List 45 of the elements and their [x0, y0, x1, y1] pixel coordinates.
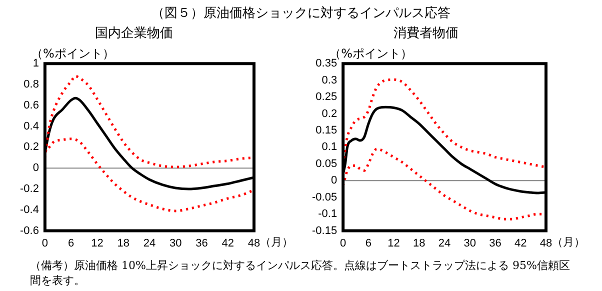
x-tick-label: 30: [169, 237, 182, 250]
x-tick-label: 24: [143, 237, 156, 250]
y-tick-label: -0.4: [20, 204, 39, 216]
y-tick-label: 0.3: [322, 74, 338, 86]
y-tick-label: -0.2: [20, 183, 39, 196]
x-tick-label: 36: [196, 237, 208, 250]
x-tick-label: 24: [438, 237, 451, 250]
y-tick-label: 0.4: [24, 120, 39, 132]
y-tick-label: 0.6: [24, 99, 39, 112]
x-axis-title: （月）: [260, 236, 293, 249]
x-tick-label: 0: [340, 237, 346, 250]
x-tick-label: 18: [413, 237, 426, 250]
y-tick-label: 0.05: [316, 158, 338, 170]
x-tick-label: 48: [540, 237, 552, 250]
x-tick-label: 18: [117, 237, 130, 250]
x-tick-label: 6: [68, 237, 74, 250]
y-tick-label: 0.2: [24, 141, 39, 154]
y-tick-label: 0: [32, 162, 39, 174]
x-tick-label: 0: [42, 237, 48, 250]
y-tick-label: -0.15: [312, 224, 338, 237]
y-tick-label: 0.25: [316, 91, 338, 104]
y-tick-label: 0.35: [316, 58, 338, 70]
chart-title: 消費者物価: [394, 26, 458, 42]
x-tick-label: 6: [365, 237, 372, 250]
y-tick-label: -0.6: [20, 224, 39, 237]
y-tick-label: 0.8: [24, 78, 39, 91]
x-tick-label: 48: [248, 237, 260, 250]
y-tick-label: 0.2: [322, 108, 338, 120]
x-tick-label: 12: [91, 237, 104, 250]
x-tick-label: 42: [514, 237, 527, 250]
text: （備考）原油価格 10%上昇ショックに対するインパルス応答。点線はブートストラップ法による 95%信頼区間を表す。: [30, 258, 570, 288]
x-tick-label: 30: [464, 237, 476, 250]
line-series: [343, 78, 546, 169]
y-tick-label: 0.15: [316, 124, 338, 137]
y-tick-label: 0.1: [322, 141, 338, 154]
y-tick-label: -0.05: [312, 191, 338, 204]
x-tick-label: 42: [222, 237, 234, 250]
x-tick-label: 36: [489, 237, 502, 250]
x-tick-label: 12: [388, 237, 400, 250]
y-tick-label: -0.1: [318, 208, 338, 220]
text: （図５）原油価格ショックに対するインパルス応答: [150, 5, 452, 22]
chart-title: 国内企業物価: [95, 26, 173, 42]
y-tick-label: 0: [330, 174, 338, 187]
y-tick-label: 1: [32, 58, 39, 70]
x-axis-title: （月）: [552, 236, 585, 249]
